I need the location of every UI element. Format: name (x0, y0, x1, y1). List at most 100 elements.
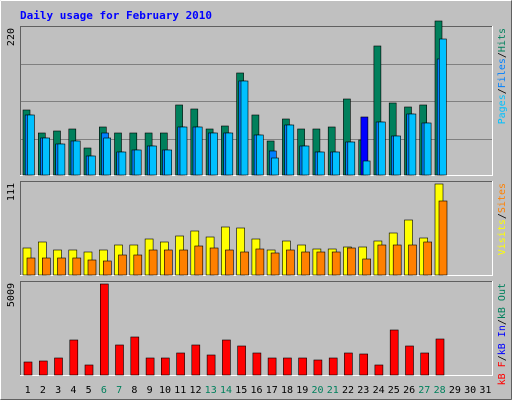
legend-separator: / (497, 88, 508, 94)
bar-sites-day-17 (270, 252, 280, 276)
x-day-label-26: 26 (403, 385, 415, 396)
bar-pages-day-6 (103, 137, 111, 176)
bar-pages-day-17 (271, 157, 279, 176)
x-day-label-11: 11 (174, 385, 186, 396)
bar-kb-f-day-27 (420, 352, 430, 376)
bar-pages-day-22 (347, 141, 356, 176)
x-day-label-30: 30 (464, 385, 476, 396)
bar-sites-day-5 (87, 259, 97, 276)
bar-kb-f-day-9 (145, 357, 155, 376)
bar-sites-day-3 (57, 257, 66, 276)
bar-sites-day-1 (26, 257, 36, 276)
x-day-label-4: 4 (70, 385, 76, 396)
x-day-label-17: 17 (266, 385, 278, 396)
x-day-label-12: 12 (189, 385, 201, 396)
bar-sites-day-10 (164, 249, 173, 276)
bar-sites-day-18 (286, 249, 295, 276)
bar-pages-day-24 (377, 121, 386, 176)
y-max-label: 111 (6, 183, 17, 201)
bar-kb-f-day-8 (130, 336, 140, 376)
legend-entry: kB Out (497, 283, 508, 319)
bar-sites-day-4 (72, 257, 82, 276)
bar-sites-day-23 (362, 258, 372, 276)
panel-visits-sites: 111 Visits/Sites (6, 181, 508, 276)
x-day-label-6: 6 (101, 385, 107, 396)
bar-kb-f-day-7 (115, 344, 124, 376)
bar-sites-day-27 (423, 241, 433, 276)
chart-title: Daily usage for February 2010 (20, 9, 212, 22)
x-day-label-13: 13 (205, 385, 217, 396)
bar-sites-day-12 (194, 245, 204, 276)
x-day-label-20: 20 (311, 385, 323, 396)
legend-separator: / (497, 213, 508, 219)
bar-sites-day-15 (240, 251, 249, 276)
bar-kb-f-day-10 (161, 357, 170, 376)
bar-pages-day-7 (118, 151, 127, 176)
y-max-label: 220 (6, 28, 17, 46)
panel-legend: Visits/Sites (497, 183, 508, 255)
bar-kb-f-day-4 (69, 339, 79, 376)
x-day-label-22: 22 (342, 385, 354, 396)
x-day-label-2: 2 (40, 385, 46, 396)
bar-kb-f-day-26 (405, 345, 414, 376)
x-day-label-1: 1 (25, 385, 31, 396)
bar-kb-f-day-18 (283, 357, 292, 376)
bar-pages-day-9 (149, 145, 157, 176)
bar-kb-f-day-21 (328, 357, 338, 376)
bar-kb-f-day-20 (313, 359, 323, 376)
y-max-label: 5009 (6, 283, 17, 307)
bar-kb-f-day-13 (206, 354, 216, 376)
bar-kb-f-day-11 (176, 352, 185, 376)
x-day-label-5: 5 (86, 385, 92, 396)
bar-pages-day-8 (133, 149, 142, 176)
bar-sites-day-14 (225, 249, 234, 276)
bar-pages-day-25 (393, 135, 401, 176)
bar-kb-f-day-25 (389, 329, 399, 376)
bar-sites-day-9 (148, 249, 158, 276)
x-day-label-23: 23 (357, 385, 369, 396)
x-day-label-15: 15 (235, 385, 247, 396)
legend-separator: / (497, 52, 508, 58)
bar-sites-day-24 (377, 244, 387, 276)
bar-pages-day-4 (72, 140, 81, 176)
bar-kb-f-day-15 (237, 345, 246, 376)
x-day-label-10: 10 (159, 385, 171, 396)
bar-kb-f-day-2 (38, 360, 48, 376)
bar-kb-f-day-14 (222, 339, 231, 376)
bar-sites-day-8 (133, 254, 143, 276)
bar-pages-day-15 (240, 80, 249, 176)
bar-pages-day-26 (408, 113, 417, 176)
bar-pages-day-16 (255, 134, 264, 176)
x-day-label-31: 31 (479, 385, 491, 396)
bar-sites-day-21 (331, 251, 341, 276)
bar-sites-day-28 (438, 200, 448, 276)
bar-pages-day-10 (164, 149, 172, 176)
bar-kb-f-day-23 (359, 353, 369, 376)
bar-sites-day-2 (41, 257, 51, 276)
legend-entry: kB In (497, 325, 508, 355)
bar-sites-day-22 (347, 247, 356, 276)
bar-kb-f-day-24 (374, 364, 384, 376)
x-day-label-24: 24 (373, 385, 385, 396)
bar-pages-day-14 (225, 132, 234, 176)
bar-kb-f-day-28 (435, 338, 445, 376)
bar-kb-f-day-3 (54, 357, 63, 376)
bar-sites-day-25 (392, 244, 402, 276)
x-day-label-9: 9 (147, 385, 153, 396)
bar-kb-f-day-19 (298, 357, 307, 376)
legend-entry: Sites (497, 183, 508, 213)
bar-kb-f-day-6 (100, 283, 109, 376)
legend-entry: Files (497, 58, 508, 88)
bar-sites-day-11 (179, 249, 188, 276)
bar-kb-f-day-17 (267, 357, 277, 376)
x-day-label-28: 28 (434, 385, 446, 396)
bar-pages-day-12 (194, 126, 203, 176)
panel-legend: kB F/kB In/kB Out (497, 283, 508, 385)
legend-separator: / (497, 355, 508, 361)
x-day-label-8: 8 (131, 385, 137, 396)
bar-sites-day-6 (103, 260, 112, 276)
bar-pages-day-20 (316, 151, 325, 176)
